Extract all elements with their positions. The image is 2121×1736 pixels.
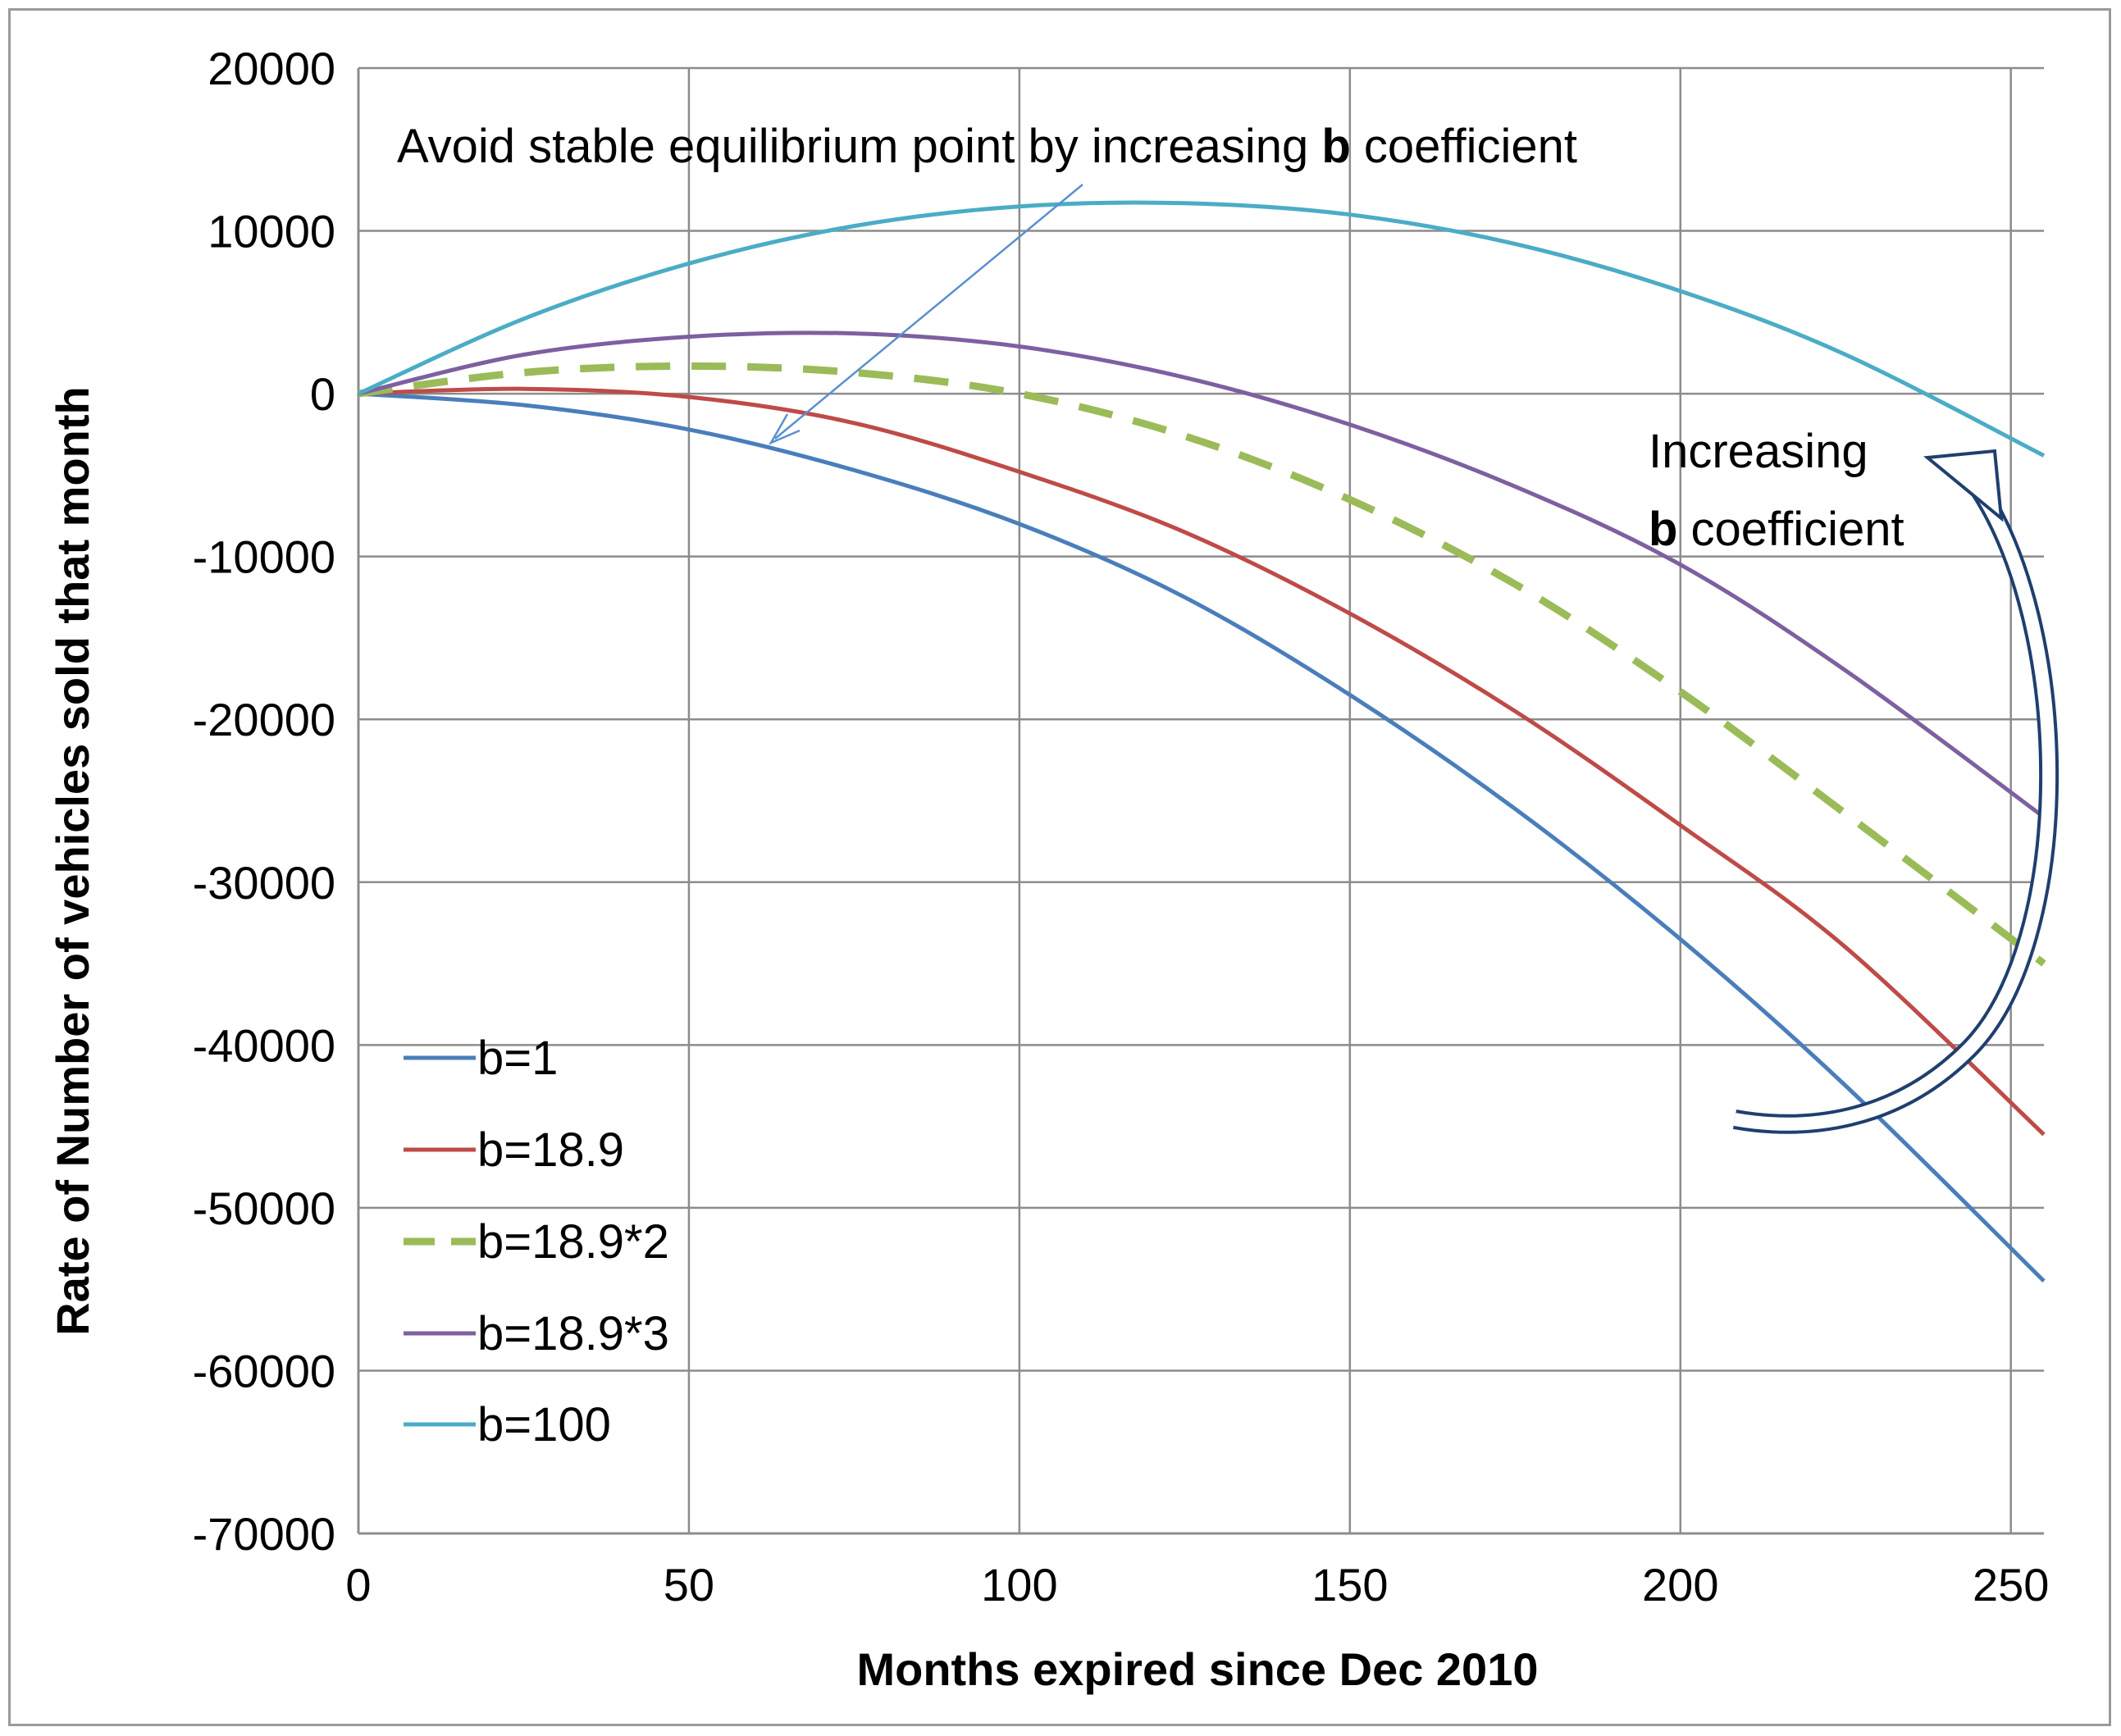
annotation-b-post: coefficient bbox=[1677, 503, 1904, 556]
y-tick-label: 0 bbox=[310, 368, 335, 420]
legend-label-3: b=18.9*2 bbox=[477, 1215, 669, 1269]
x-tick-label: 50 bbox=[664, 1559, 714, 1611]
y-tick-label: 10000 bbox=[208, 206, 335, 257]
y-tick-label: -50000 bbox=[193, 1182, 335, 1234]
series-lines bbox=[357, 200, 2046, 1283]
legend-label-5: b=100 bbox=[477, 1398, 611, 1451]
annotation-avoid-equilibrium: Avoid stable equilibrium point by increa… bbox=[397, 120, 1577, 173]
y-tick-label: -60000 bbox=[193, 1345, 335, 1397]
annotation-arrow-head bbox=[769, 413, 801, 445]
y-tick-label: -20000 bbox=[193, 694, 335, 745]
series-line-3 bbox=[358, 362, 2046, 967]
y-tick-label: -30000 bbox=[193, 857, 335, 909]
series-line-2 bbox=[358, 386, 2046, 1137]
legend-label-2: b=18.9 bbox=[477, 1123, 624, 1177]
annotation-b-coefficient: b coefficient bbox=[1649, 503, 1904, 556]
legend: b=1 b=18.9 b=18.9*2 b=18.9*3 b=100 bbox=[404, 1032, 669, 1451]
y-axis-title: Rate of Number of vehicles sold that mon… bbox=[47, 386, 98, 1335]
x-tick-label: 250 bbox=[1973, 1559, 2049, 1611]
series-line-4 bbox=[358, 330, 2046, 819]
x-axis-title: Months expired since Dec 2010 bbox=[856, 1643, 1538, 1695]
legend-label-4: b=18.9*3 bbox=[477, 1307, 669, 1360]
series-line-5 bbox=[357, 200, 2046, 458]
annotation-b-bold: b bbox=[1649, 503, 1677, 556]
y-tick-label: -70000 bbox=[193, 1508, 335, 1560]
y-tick-label: -10000 bbox=[193, 531, 335, 583]
annotation-avoid-bold: b bbox=[1321, 120, 1350, 173]
annotation-arrow-line bbox=[774, 184, 1083, 440]
x-tick-label: 0 bbox=[345, 1559, 371, 1611]
y-tick-label: 20000 bbox=[208, 43, 335, 94]
x-tick-label: 100 bbox=[981, 1559, 1057, 1611]
curved-arrow-head bbox=[1923, 449, 2004, 522]
annotation-avoid-post: coefficient bbox=[1351, 120, 1577, 173]
series-line-1 bbox=[358, 391, 2046, 1283]
annotation-increasing: Increasing bbox=[1649, 425, 1868, 478]
y-tick-labels: 20000 10000 0 -10000 -20000 -30000 -40000 -5000… bbox=[193, 43, 335, 1560]
x-tick-label: 200 bbox=[1642, 1559, 1718, 1611]
y-tick-label: -40000 bbox=[193, 1019, 335, 1071]
annotation-avoid-pre: Avoid stable equilibrium point by increa… bbox=[397, 120, 1321, 173]
curved-arrow-shaft-inner bbox=[1733, 476, 2056, 1131]
x-tick-labels: 0 50 100 150 200 250 bbox=[345, 1559, 2049, 1611]
legend-label-1: b=1 bbox=[477, 1032, 558, 1085]
x-tick-label: 150 bbox=[1311, 1559, 1388, 1611]
